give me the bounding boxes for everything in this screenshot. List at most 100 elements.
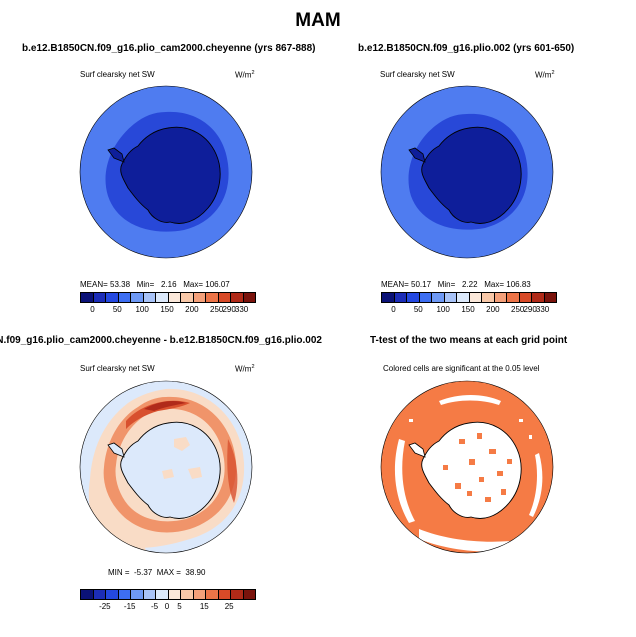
panel4-peninsula xyxy=(408,442,426,458)
panel2-colorbar-swatch xyxy=(407,293,420,302)
panel2-title: b.e12.B1850CN.f09_g16.plio.002 (yrs 601-… xyxy=(358,43,575,54)
panel4-frame xyxy=(380,380,554,554)
panel2-colorbar-swatch xyxy=(444,293,457,302)
panel1-colorbar-swatch xyxy=(193,293,206,302)
panel2-colorbar xyxy=(381,292,557,303)
panel3-colorbar-swatch xyxy=(168,590,181,599)
panel2-colorbar-tick-label: 50 xyxy=(413,305,423,314)
panel1-colorbar-tick-label: 290 xyxy=(222,305,236,314)
panel1-colorbar-tick-label: 150 xyxy=(160,305,174,314)
panel2-colorbar-swatch xyxy=(457,293,470,302)
panel1-colorbar-swatch xyxy=(218,293,231,302)
panel3-orange-east xyxy=(227,439,238,503)
panel3-colorbar-swatch xyxy=(156,590,169,599)
panel4-white-speck-3 xyxy=(529,435,532,439)
panel3-subtitle: Surf clearsky net SW xyxy=(80,364,155,373)
panel3-colorbar-swatch xyxy=(218,590,231,599)
panel1-colorbar-swatch xyxy=(131,293,144,302)
panel3-colorbar-tick-label: -5 xyxy=(151,602,159,611)
panel1-antarctica xyxy=(120,126,221,224)
panel1-units: W/m2 xyxy=(235,70,255,80)
panel2-colorbar-tick-label: 330 xyxy=(535,305,550,314)
panel1-peninsula xyxy=(107,147,125,163)
figure-title: MAM xyxy=(295,10,341,31)
panel1-colorbar-tick-label: 200 xyxy=(185,305,199,314)
panel3-colorbar-swatch xyxy=(181,590,194,599)
panel3-title: B1850CN.f09_g16.plio_cam2000.cheyenne - … xyxy=(0,335,322,346)
panel2-colorbar-swatch xyxy=(532,293,545,302)
panel2-colorbar-swatch xyxy=(469,293,482,302)
panel3-map xyxy=(79,380,253,554)
panel3-darkred-arc xyxy=(144,401,186,411)
panel4-white-arc-north xyxy=(439,395,501,405)
panel2-colorbar-tick-label: 150 xyxy=(461,305,475,314)
panel2-colorbar-tick-label: 200 xyxy=(486,305,500,314)
panel2-colorbar-tick-label: 250 xyxy=(511,305,525,314)
panel2-colorbar-swatch xyxy=(544,293,556,302)
panel1-colorbar xyxy=(80,292,256,303)
panel1-colorbar-tick-label: 250 xyxy=(210,305,224,314)
panel3-peninsula xyxy=(107,442,125,458)
panel3-colorbar-swatch xyxy=(231,590,244,599)
panel4-antarctica xyxy=(421,421,522,519)
panel3-colorbar-swatch xyxy=(131,590,144,599)
panel4-white-arc-west xyxy=(394,439,415,523)
panel1-colorbar-tick-label: 0 xyxy=(90,305,95,314)
panel2-colorbar-swatch xyxy=(432,293,445,302)
panel3-colorbar-swatch xyxy=(106,590,119,599)
panel3-colorbar-tick-label: 5 xyxy=(177,602,182,611)
panel2-peninsula xyxy=(408,147,426,163)
panel1-colorbar-swatch xyxy=(156,293,169,302)
panel4-subtitle: Colored cells are significant at the 0.0… xyxy=(383,364,540,373)
panel1-map xyxy=(79,85,253,259)
panel2-colorbar-tick-label: 0 xyxy=(391,305,396,314)
panel1-colorbar-tick-label: 100 xyxy=(135,305,149,314)
panel1-colorbar-swatch xyxy=(81,293,94,302)
panel4-map xyxy=(380,380,554,554)
panel2-colorbar-swatch xyxy=(382,293,395,302)
panel1-colorbar-swatch xyxy=(143,293,156,302)
panel4-title: T-test of the two means at each grid poi… xyxy=(370,335,568,346)
panel1-colorbar-swatch xyxy=(93,293,106,302)
panel1-colorbar-ticks: 0 50 100 150 200 250 290 330 xyxy=(80,305,254,315)
panel2-stats: MEAN= 50.17 Min= 2.22 Max= 106.83 xyxy=(381,280,531,289)
panel1-title: b.e12.B1850CN.f09_g16.plio_cam2000.cheye… xyxy=(22,43,316,54)
panel3-colorbar-swatch xyxy=(118,590,131,599)
panel3-colorbar-tick-label: 25 xyxy=(224,602,234,611)
panel4-white-arc-east xyxy=(529,453,543,517)
panel2-subtitle: Surf clearsky net SW xyxy=(380,70,455,79)
panel3-colorbar-tick-label: 15 xyxy=(199,602,209,611)
panel1-colorbar-tick-label: 330 xyxy=(234,305,249,314)
panel3-colorbar-swatch xyxy=(81,590,94,599)
panel1-colorbar-swatch xyxy=(181,293,194,302)
panel2-colorbar-swatch xyxy=(519,293,532,302)
panel2-colorbar-swatch xyxy=(482,293,495,302)
panel3-colorbar-swatch xyxy=(243,590,255,599)
panel3-colorbar-swatch xyxy=(193,590,206,599)
panel3-stats: MIN = -5.37 MAX = 38.90 xyxy=(108,568,206,577)
panel3-colorbar-swatch xyxy=(93,590,106,599)
panel3-colorbar xyxy=(80,589,256,600)
panel4-white-speck-1 xyxy=(409,419,413,422)
panel1-colorbar-swatch xyxy=(106,293,119,302)
panel1-colorbar-swatch xyxy=(118,293,131,302)
panel3-frame xyxy=(79,380,253,554)
panel1-colorbar-swatch xyxy=(168,293,181,302)
panel2-colorbar-tick-label: 290 xyxy=(523,305,537,314)
panel3-units: W/m2 xyxy=(235,364,255,374)
panel1-colorbar-swatch xyxy=(206,293,219,302)
panel3-colorbar-swatch xyxy=(143,590,156,599)
panel3-land-patch-2 xyxy=(188,467,202,479)
panel2-colorbar-swatch xyxy=(394,293,407,302)
panel2-colorbar-swatch xyxy=(507,293,520,302)
panel3-land-patch-3 xyxy=(162,469,174,479)
panel2-antarctica xyxy=(421,126,522,224)
panel1-subtitle: Surf clearsky net SW xyxy=(80,70,155,79)
panel3-colorbar-swatch xyxy=(206,590,219,599)
panel2-units: W/m2 xyxy=(535,70,555,80)
panel1-stats: MEAN= 53.38 Min= 2.16 Max= 106.07 xyxy=(80,280,230,289)
panel2-colorbar-swatch xyxy=(494,293,507,302)
panel1-colorbar-swatch xyxy=(243,293,255,302)
panel3-colorbar-ticks: -25 -15 -5 0 5 15 25 xyxy=(80,602,254,612)
panel2-colorbar-swatch xyxy=(419,293,432,302)
